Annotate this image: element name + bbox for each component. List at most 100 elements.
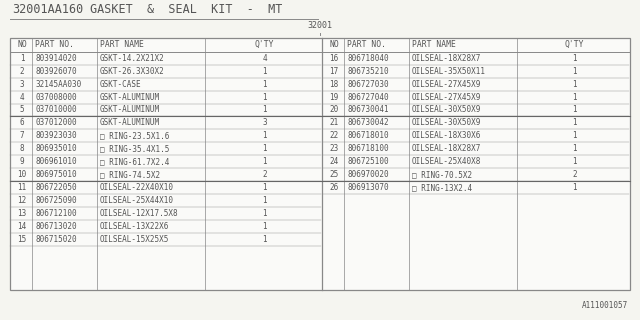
Text: 1: 1 [262,144,267,153]
Text: 3: 3 [20,80,24,89]
Text: OILSEAL-25X40X8: OILSEAL-25X40X8 [412,157,481,166]
Text: 1: 1 [572,80,577,89]
Text: □ RING-23.5X1.6: □ RING-23.5X1.6 [100,131,170,140]
Text: 2: 2 [262,170,267,179]
Text: 18: 18 [330,80,339,89]
Text: 32001: 32001 [307,21,333,30]
Text: 806975010: 806975010 [35,170,77,179]
Text: NO: NO [17,40,27,49]
Text: 2: 2 [572,170,577,179]
Text: OILSEAL-13X22X6: OILSEAL-13X22X6 [100,222,170,231]
Text: □ RING-74.5X2: □ RING-74.5X2 [100,170,160,179]
Text: 803926070: 803926070 [35,67,77,76]
Text: 9: 9 [20,157,24,166]
Text: 11: 11 [17,183,27,192]
Text: 806725100: 806725100 [347,157,388,166]
Text: 1: 1 [20,54,24,63]
Text: 22: 22 [330,131,339,140]
Text: 19: 19 [330,92,339,101]
Text: 1: 1 [262,196,267,205]
Text: 1: 1 [262,222,267,231]
Text: 806712100: 806712100 [35,209,77,218]
Text: 806713020: 806713020 [35,222,77,231]
Text: 806722050: 806722050 [35,183,77,192]
Text: 1: 1 [572,144,577,153]
Text: 037008000: 037008000 [35,92,77,101]
Text: OILSEAL-15X25X5: OILSEAL-15X25X5 [100,235,170,244]
Text: OILSEAL-18X28X7: OILSEAL-18X28X7 [412,54,481,63]
Text: 1: 1 [262,209,267,218]
Text: 1: 1 [262,92,267,101]
Text: 1: 1 [572,67,577,76]
Text: 806715020: 806715020 [35,235,77,244]
Text: 12: 12 [17,196,27,205]
Text: 806961010: 806961010 [35,157,77,166]
Text: 806727030: 806727030 [347,80,388,89]
Text: 1: 1 [572,92,577,101]
Text: 32001AA160: 32001AA160 [12,3,83,16]
Text: OILSEAL-12X17.5X8: OILSEAL-12X17.5X8 [100,209,179,218]
Text: 13: 13 [17,209,27,218]
Text: 7: 7 [20,131,24,140]
Text: PART NAME: PART NAME [412,40,456,49]
Text: 806935010: 806935010 [35,144,77,153]
Text: A111001057: A111001057 [582,301,628,310]
Text: 20: 20 [330,106,339,115]
Text: OILSEAL-18X28X7: OILSEAL-18X28X7 [412,144,481,153]
Text: 21: 21 [330,118,339,127]
Text: 16: 16 [330,54,339,63]
Text: 806730042: 806730042 [347,118,388,127]
Text: 1: 1 [262,157,267,166]
Text: 037010000: 037010000 [35,106,77,115]
Text: 17: 17 [330,67,339,76]
Text: 806718100: 806718100 [347,144,388,153]
Text: 10: 10 [17,170,27,179]
Text: PART NAME: PART NAME [100,40,144,49]
Text: Q'TY: Q'TY [564,40,584,49]
Text: 24: 24 [330,157,339,166]
Text: 3: 3 [262,118,267,127]
Text: OILSEAL-25X44X10: OILSEAL-25X44X10 [100,196,174,205]
Text: □ RING-61.7X2.4: □ RING-61.7X2.4 [100,157,170,166]
Text: PART NO.: PART NO. [35,40,74,49]
Text: 2: 2 [20,67,24,76]
Text: OILSEAL-27X45X9: OILSEAL-27X45X9 [412,92,481,101]
Text: NO: NO [329,40,339,49]
Text: OILSEAL-27X45X9: OILSEAL-27X45X9 [412,80,481,89]
Text: OILSEAL-35X50X11: OILSEAL-35X50X11 [412,67,486,76]
Text: 1: 1 [262,67,267,76]
Text: 1: 1 [572,157,577,166]
Text: GSKT-26.3X30X2: GSKT-26.3X30X2 [100,67,164,76]
Text: 806730041: 806730041 [347,106,388,115]
Text: Q'TY: Q'TY [254,40,274,49]
Text: 26: 26 [330,183,339,192]
Text: 6: 6 [20,118,24,127]
Text: 1: 1 [262,80,267,89]
Text: 1: 1 [572,183,577,192]
Text: 803923030: 803923030 [35,131,77,140]
Text: 806727040: 806727040 [347,92,388,101]
Text: 1: 1 [262,183,267,192]
Text: 4: 4 [262,54,267,63]
Text: 1: 1 [262,235,267,244]
Text: 806718040: 806718040 [347,54,388,63]
Text: □ RING-35.4X1.5: □ RING-35.4X1.5 [100,144,170,153]
Text: 1: 1 [262,131,267,140]
Text: □ RING-13X2.4: □ RING-13X2.4 [412,183,472,192]
Text: 25: 25 [330,170,339,179]
Text: GSKT-ALUMINUM: GSKT-ALUMINUM [100,92,160,101]
Text: □ RING-70.5X2: □ RING-70.5X2 [412,170,472,179]
Text: GSKT-14.2X21X2: GSKT-14.2X21X2 [100,54,164,63]
Text: 1: 1 [572,131,577,140]
Text: 037012000: 037012000 [35,118,77,127]
Text: 1: 1 [572,118,577,127]
Text: OILSEAL-22X40X10: OILSEAL-22X40X10 [100,183,174,192]
Bar [10,38,630,290]
Text: GSKT-ALUMINUM: GSKT-ALUMINUM [100,106,160,115]
Text: GSKT-ALUMINUM: GSKT-ALUMINUM [100,118,160,127]
Text: 1: 1 [572,54,577,63]
Text: OILSEAL-18X30X6: OILSEAL-18X30X6 [412,131,481,140]
Text: OILSEAL-30X50X9: OILSEAL-30X50X9 [412,118,481,127]
Text: 1: 1 [262,106,267,115]
Text: 806718010: 806718010 [347,131,388,140]
